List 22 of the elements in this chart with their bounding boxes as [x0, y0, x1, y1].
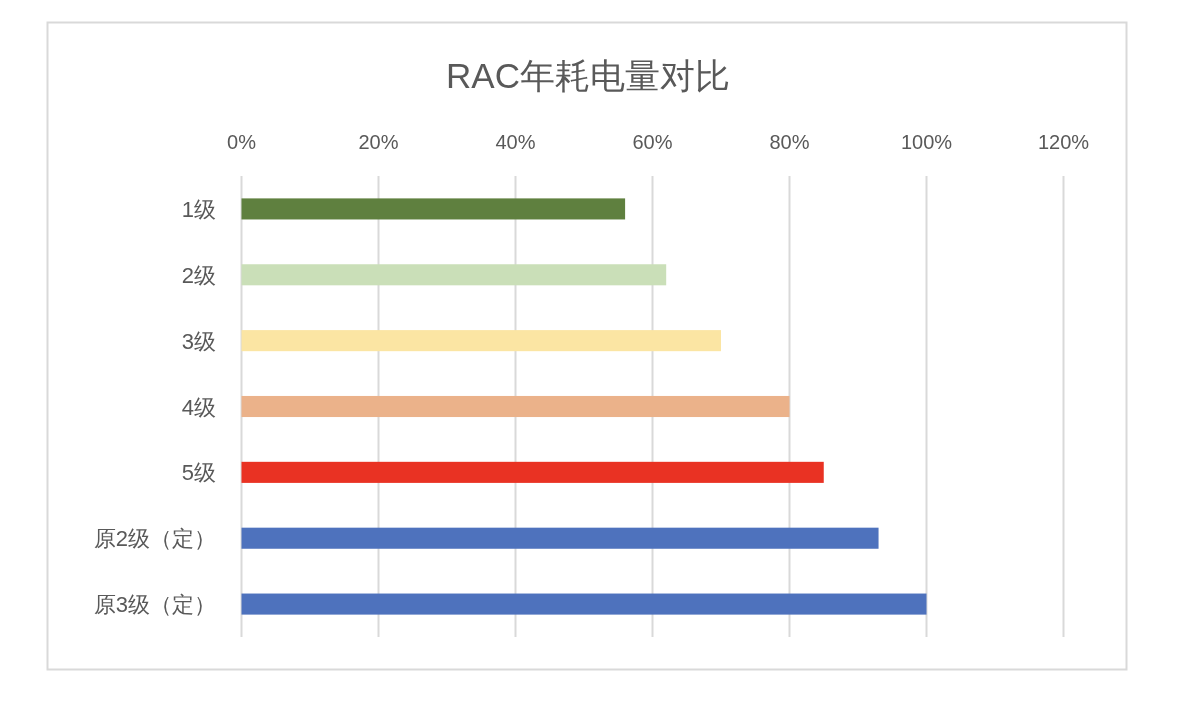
y-tick-label: 1级: [181, 196, 216, 222]
bar: [241, 395, 790, 418]
y-tick-label: 3级: [181, 328, 216, 354]
bar: [241, 330, 721, 352]
y-tick-label: 4级: [181, 394, 216, 420]
y-tick-label: 原3级（定）: [93, 592, 216, 618]
bar: [241, 593, 927, 615]
x-tick-label: 0%: [227, 131, 257, 153]
x-tick-label: 100%: [900, 131, 953, 153]
y-tick-label: 5级: [181, 460, 216, 486]
chart-title: RAC年耗电量对比: [446, 56, 730, 95]
y-tick-label: 2级: [181, 262, 216, 288]
x-tick-label: 120%: [1037, 131, 1090, 153]
y-tick-label: 原2级（定）: [93, 526, 216, 552]
x-tick-label: 20%: [358, 131, 399, 153]
x-tick-label: 80%: [769, 131, 810, 153]
bar: [241, 527, 879, 549]
bar: [241, 264, 667, 286]
bar: [241, 461, 824, 483]
x-tick-label: 60%: [632, 131, 673, 153]
x-tick-label: 40%: [495, 131, 536, 153]
bar: [241, 198, 626, 220]
